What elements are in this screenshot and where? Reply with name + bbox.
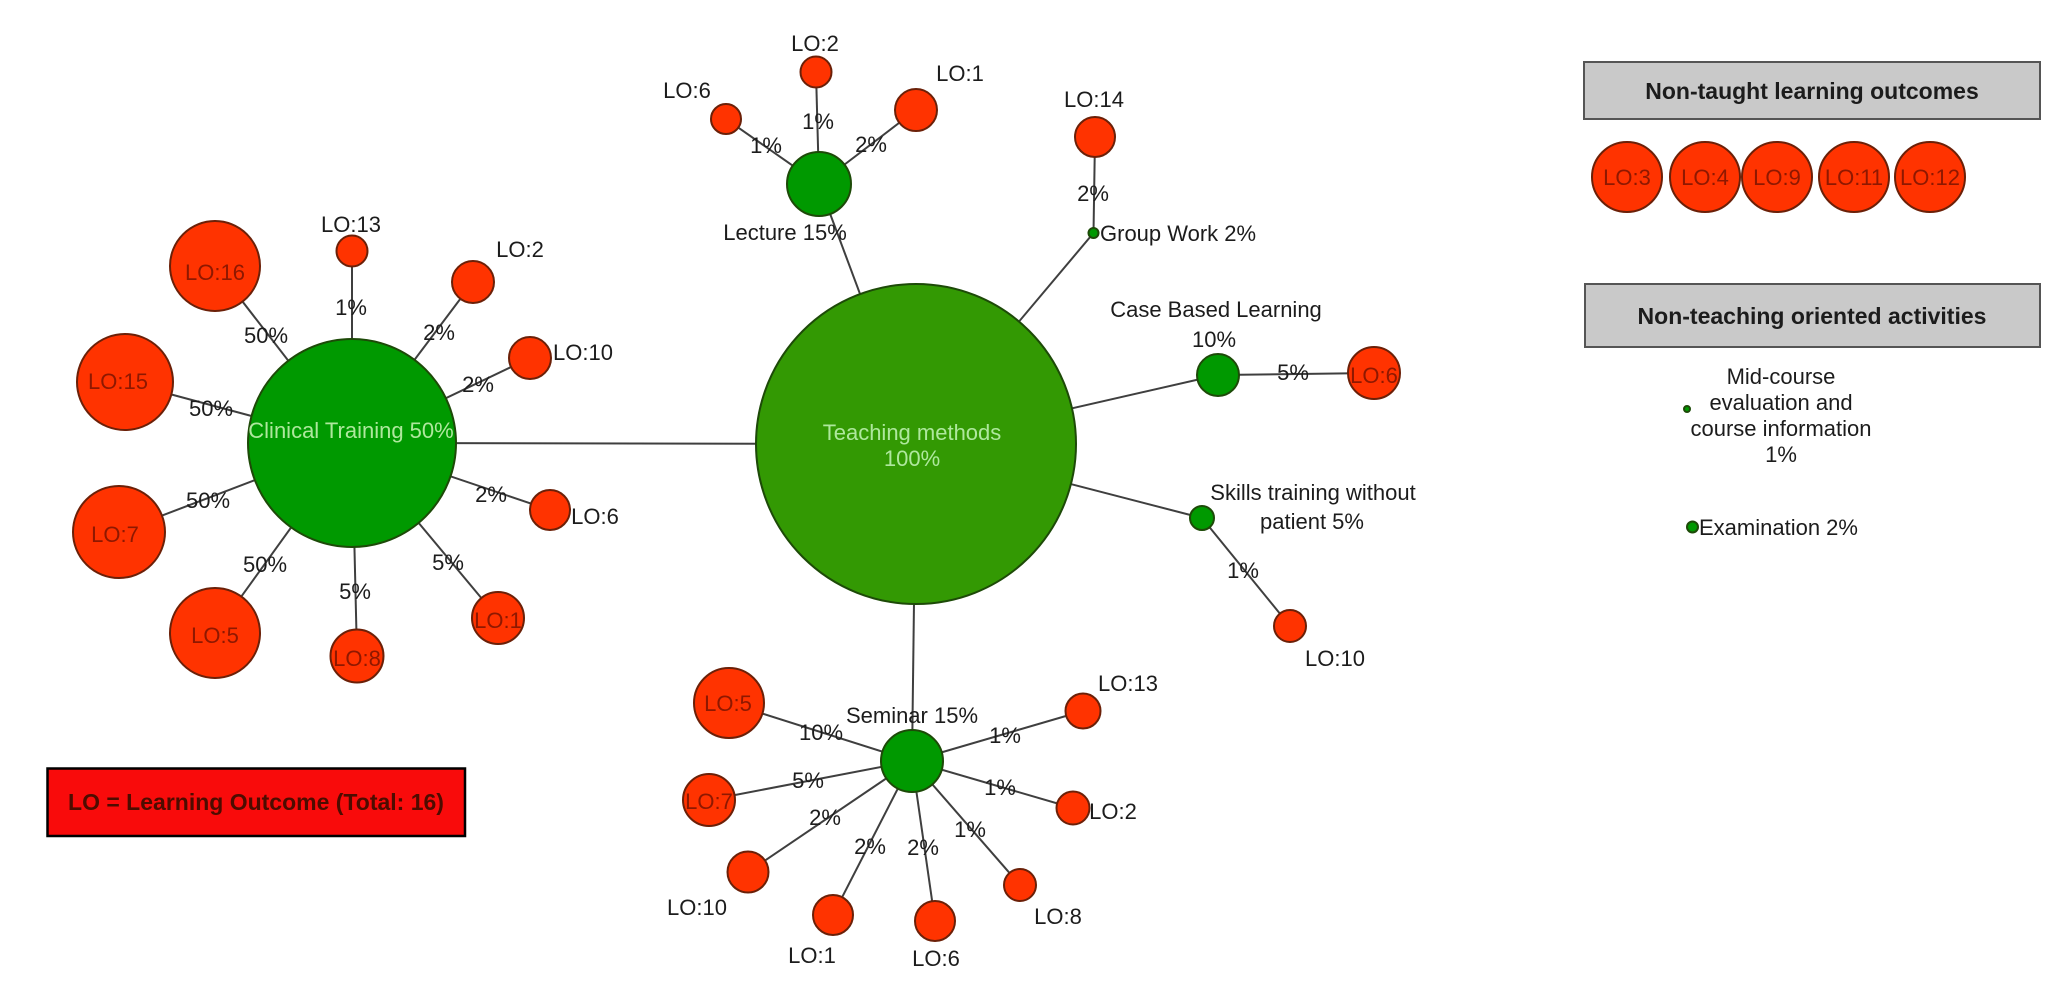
svg-text:LO = Learning Outcome (Total:: LO = Learning Outcome (Total: 16) (68, 789, 444, 815)
svg-text:LO:12: LO:12 (1900, 165, 1960, 190)
svg-text:LO:16: LO:16 (185, 260, 245, 285)
svg-text:Lecture 15%: Lecture 15% (723, 220, 847, 245)
svg-text:LO:3: LO:3 (1603, 165, 1651, 190)
svg-text:100%: 100% (884, 446, 940, 471)
svg-text:LO:6: LO:6 (1350, 363, 1398, 388)
svg-text:LO:6: LO:6 (912, 946, 960, 971)
svg-text:5%: 5% (792, 768, 824, 793)
svg-text:LO:2: LO:2 (791, 31, 839, 56)
svg-text:LO:8: LO:8 (333, 646, 381, 671)
svg-text:LO:2: LO:2 (496, 237, 544, 262)
svg-text:patient 5%: patient 5% (1260, 509, 1364, 534)
svg-text:Clinical Training 50%: Clinical Training 50% (248, 418, 453, 443)
svg-text:10%: 10% (1192, 327, 1236, 352)
svg-text:1%: 1% (1227, 558, 1259, 583)
svg-text:Examination 2%: Examination 2% (1699, 515, 1858, 540)
svg-text:5%: 5% (432, 550, 464, 575)
svg-text:50%: 50% (244, 323, 288, 348)
svg-text:LO:13: LO:13 (1098, 671, 1158, 696)
svg-text:50%: 50% (243, 552, 287, 577)
svg-text:1%: 1% (1765, 442, 1797, 467)
svg-text:LO:11: LO:11 (1825, 165, 1883, 190)
svg-text:course information: course information (1691, 416, 1872, 441)
svg-text:50%: 50% (186, 488, 230, 513)
svg-text:2%: 2% (855, 132, 887, 157)
svg-text:5%: 5% (339, 579, 371, 604)
svg-text:LO:2: LO:2 (1089, 799, 1137, 824)
svg-text:2%: 2% (423, 320, 455, 345)
svg-text:2%: 2% (854, 834, 886, 859)
svg-text:1%: 1% (984, 775, 1016, 800)
svg-text:Seminar 15%: Seminar 15% (846, 703, 978, 728)
svg-text:2%: 2% (475, 482, 507, 507)
svg-text:Non-taught learning outcomes: Non-taught learning outcomes (1645, 78, 1979, 104)
svg-text:2%: 2% (809, 805, 841, 830)
svg-text:10%: 10% (799, 720, 843, 745)
svg-text:LO:1: LO:1 (788, 943, 836, 968)
svg-text:LO:10: LO:10 (1305, 646, 1365, 671)
svg-text:1%: 1% (989, 723, 1021, 748)
svg-text:LO:14: LO:14 (1064, 87, 1124, 112)
svg-text:LO:13: LO:13 (321, 212, 381, 237)
svg-text:LO:6: LO:6 (663, 78, 711, 103)
svg-text:Teaching methods: Teaching methods (823, 420, 1002, 445)
svg-text:50%: 50% (189, 396, 233, 421)
svg-text:LO:1: LO:1 (474, 608, 522, 633)
svg-text:LO:15: LO:15 (88, 369, 148, 394)
svg-text:Non-teaching oriented activiti: Non-teaching oriented activities (1638, 303, 1987, 329)
svg-text:LO:5: LO:5 (704, 691, 752, 716)
svg-text:evaluation and: evaluation and (1709, 390, 1852, 415)
svg-text:1%: 1% (335, 295, 367, 320)
svg-text:1%: 1% (750, 133, 782, 158)
svg-text:Case Based Learning: Case Based Learning (1110, 297, 1322, 322)
svg-text:LO:1: LO:1 (936, 61, 984, 86)
svg-text:LO:4: LO:4 (1681, 165, 1729, 190)
svg-text:LO:9: LO:9 (1753, 165, 1801, 190)
svg-text:2%: 2% (907, 835, 939, 860)
svg-text:5%: 5% (1277, 360, 1309, 385)
svg-text:LO:7: LO:7 (91, 522, 139, 547)
svg-text:LO:10: LO:10 (667, 895, 727, 920)
svg-text:LO:7: LO:7 (685, 789, 733, 814)
svg-text:1%: 1% (954, 817, 986, 842)
svg-text:LO:6: LO:6 (571, 504, 619, 529)
svg-text:LO:5: LO:5 (191, 623, 239, 648)
svg-text:Skills training without: Skills training without (1210, 480, 1415, 505)
svg-text:1%: 1% (802, 109, 834, 134)
svg-text:Mid-course: Mid-course (1727, 364, 1836, 389)
svg-text:2%: 2% (1077, 181, 1109, 206)
svg-text:LO:8: LO:8 (1034, 904, 1082, 929)
svg-text:2%: 2% (462, 372, 494, 397)
svg-text:LO:10: LO:10 (553, 340, 613, 365)
svg-text:Group Work 2%: Group Work 2% (1100, 221, 1256, 246)
